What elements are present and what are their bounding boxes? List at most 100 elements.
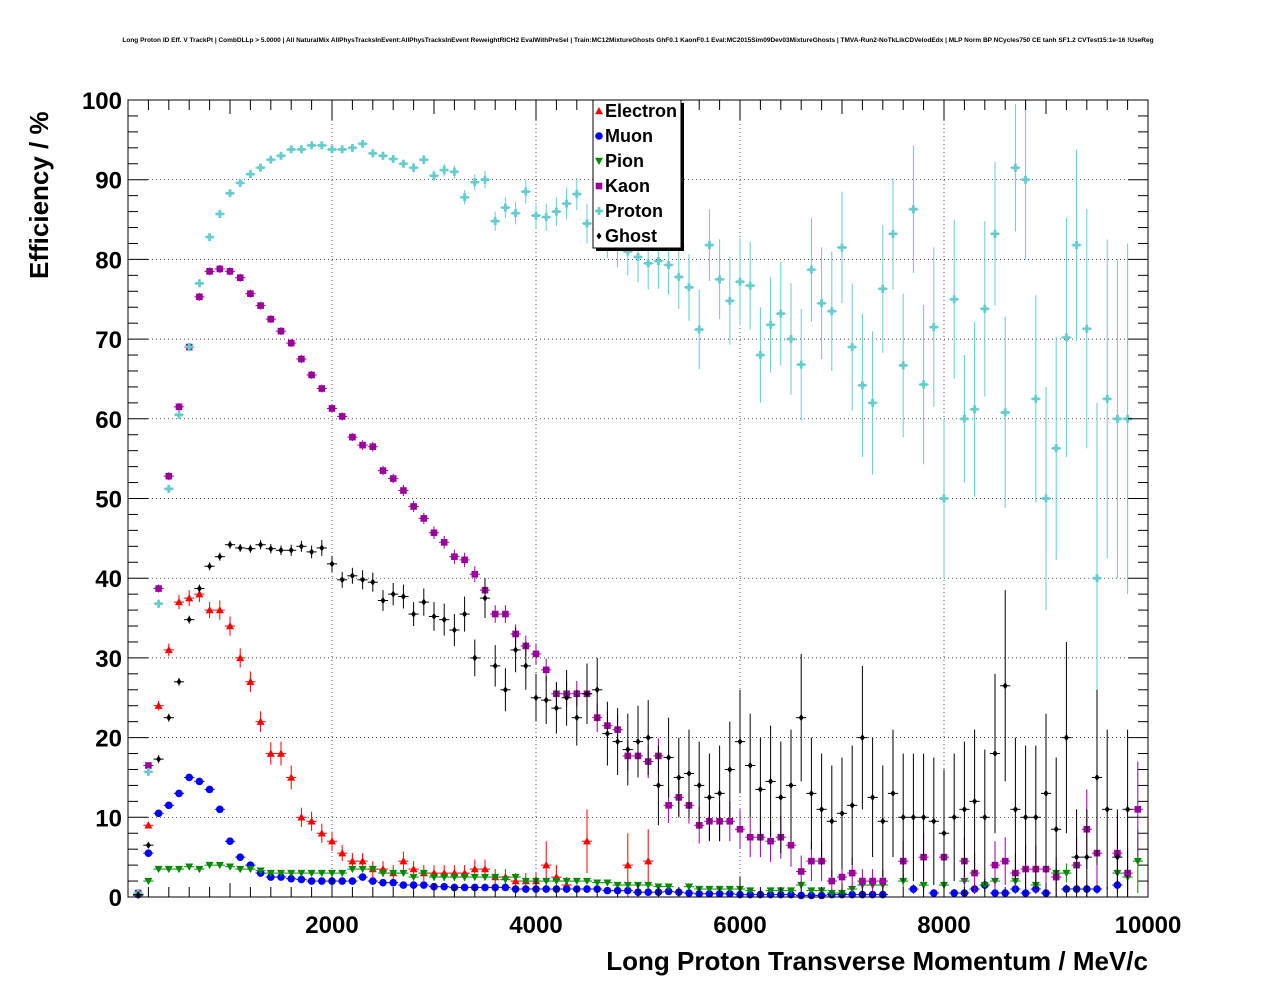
data-point [615, 738, 621, 746]
data-point [430, 529, 438, 537]
data-point [889, 229, 897, 238]
data-point [267, 315, 275, 323]
data-point [899, 877, 908, 886]
legend-marker-proton [595, 207, 603, 216]
data-point [1125, 805, 1131, 813]
data-point [236, 853, 244, 861]
data-point [440, 539, 448, 546]
data-point [277, 869, 285, 878]
data-point [399, 857, 408, 865]
data-point [676, 773, 682, 781]
data-point [450, 873, 459, 882]
data-point [379, 467, 387, 474]
data-point [256, 717, 265, 725]
data-point [746, 281, 755, 290]
data-point [766, 320, 775, 329]
data-point [900, 813, 906, 821]
data-point [941, 829, 947, 837]
data-point [348, 877, 357, 885]
data-point [359, 441, 366, 449]
data-point [410, 503, 417, 510]
data-point [1103, 394, 1112, 403]
data-point [664, 260, 673, 269]
data-point [817, 299, 826, 308]
legend: Electron Muon Pion Kaon Proton Ghost [592, 99, 684, 251]
data-point [1114, 853, 1120, 861]
data-point [409, 873, 418, 882]
data-point [491, 217, 500, 226]
data-point [685, 883, 693, 891]
data-point [277, 327, 285, 335]
data-point [584, 690, 590, 698]
data-point [207, 562, 213, 570]
data-point [420, 515, 428, 522]
data-point [542, 877, 551, 886]
data-point [460, 193, 469, 202]
data-point [1084, 853, 1090, 861]
data-point [808, 789, 814, 797]
data-point [594, 686, 600, 694]
data-point [450, 167, 459, 176]
data-point [583, 877, 591, 886]
data-point [542, 666, 550, 674]
data-point [961, 805, 967, 813]
data-point [287, 773, 296, 781]
x-tick-label: 6000 [713, 912, 766, 939]
data-point [461, 556, 468, 564]
data-point [1074, 853, 1080, 861]
data-point [521, 877, 530, 886]
data-point [725, 296, 734, 305]
y-tick-label: 30 [95, 646, 122, 673]
data-point [307, 817, 316, 825]
legend-box [592, 99, 682, 249]
data-point [217, 553, 223, 561]
data-point [409, 163, 418, 172]
data-point [696, 781, 702, 789]
data-point [562, 877, 571, 886]
data-point [1042, 494, 1050, 503]
data-point [726, 817, 734, 825]
data-point [1134, 806, 1142, 813]
data-point [572, 877, 581, 886]
data-point [685, 283, 693, 292]
data-point [623, 861, 632, 869]
data-point [195, 590, 204, 598]
data-point [523, 662, 529, 670]
data-point [195, 865, 204, 874]
data-point [552, 207, 561, 216]
data-point [778, 793, 784, 801]
legend-marker-electron [595, 107, 603, 115]
x-tick-label: 8000 [917, 912, 970, 939]
data-point [349, 572, 355, 580]
data-point [399, 159, 408, 168]
data-point [532, 650, 540, 658]
data-point [909, 205, 918, 214]
data-point [767, 837, 774, 845]
x-tick-label: 10000 [1115, 912, 1182, 939]
data-point [838, 243, 846, 252]
data-point [1063, 734, 1069, 742]
data-point [705, 885, 714, 894]
data-point [674, 272, 683, 281]
data-point [164, 645, 173, 654]
data-point [431, 612, 437, 620]
data-point [308, 371, 315, 379]
data-point [358, 873, 367, 881]
legend-label-muon: Muon [605, 126, 653, 146]
data-point [654, 256, 663, 265]
data-point [369, 443, 377, 450]
data-point [960, 414, 969, 423]
data-point [154, 865, 163, 874]
data-point [909, 885, 918, 893]
data-point [950, 295, 959, 304]
data-point [145, 762, 152, 769]
data-point [553, 704, 559, 712]
data-point [338, 877, 347, 885]
data-point [440, 166, 449, 175]
data-point [206, 268, 213, 275]
data-point [858, 381, 867, 390]
y-tick-label: 40 [95, 566, 122, 593]
data-point [389, 869, 398, 878]
data-point [788, 781, 794, 789]
